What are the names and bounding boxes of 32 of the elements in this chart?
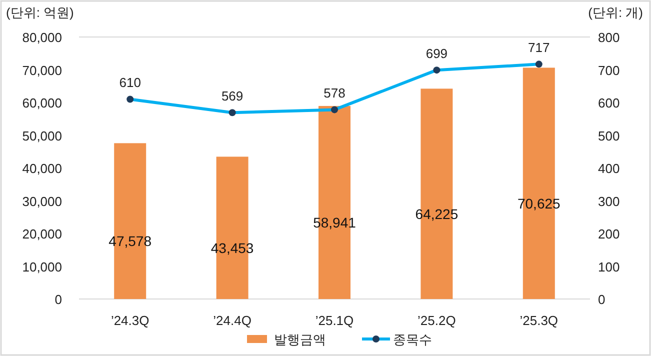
y2-tick-label: 300 <box>598 194 620 209</box>
x-tick-label: ’25.1Q <box>315 313 354 328</box>
y2-tick-label: 800 <box>598 30 620 45</box>
y-tick-label: 0 <box>54 292 62 307</box>
legend-label: 종목수 <box>393 332 432 347</box>
y-tick-label: 50,000 <box>22 128 62 144</box>
legend-label: 발행금액 <box>274 332 326 347</box>
y-tick-label: 70,000 <box>22 62 62 78</box>
y-tick-label: 30,000 <box>22 194 62 209</box>
y2-tick-label: 200 <box>598 226 620 242</box>
x-tick-label: ’24.4Q <box>213 313 252 328</box>
data-label: 578 <box>324 86 346 101</box>
y2-tick-label: 700 <box>598 62 620 78</box>
y2-axis-title: (단위: 개) <box>588 5 643 20</box>
y2-tick-label: 600 <box>598 96 620 110</box>
y-tick-label: 10,000 <box>22 259 62 274</box>
x-tick-label: ’24.3Q <box>110 313 150 328</box>
y-tick-label: 80,000 <box>22 30 62 45</box>
y2-tick-label: 400 <box>598 161 620 176</box>
y2-tick-label: 100 <box>598 259 620 274</box>
y-axis-title: (단위: 억원) <box>6 5 74 20</box>
y-tick-label: 60,000 <box>22 96 62 110</box>
y2-tick-label: 0 <box>598 292 606 307</box>
data-label: 699 <box>426 46 448 62</box>
y-tick-label: 40,000 <box>22 161 62 176</box>
x-tick-label: ’25.2Q <box>418 313 456 328</box>
data-label: 569 <box>221 88 244 104</box>
y2-tick-label: 500 <box>598 128 620 144</box>
x-tick-label: ’25.3Q <box>520 313 558 328</box>
y-tick-label: 20,000 <box>22 226 62 242</box>
data-label: 610 <box>119 75 141 90</box>
data-label: 717 <box>528 40 550 56</box>
